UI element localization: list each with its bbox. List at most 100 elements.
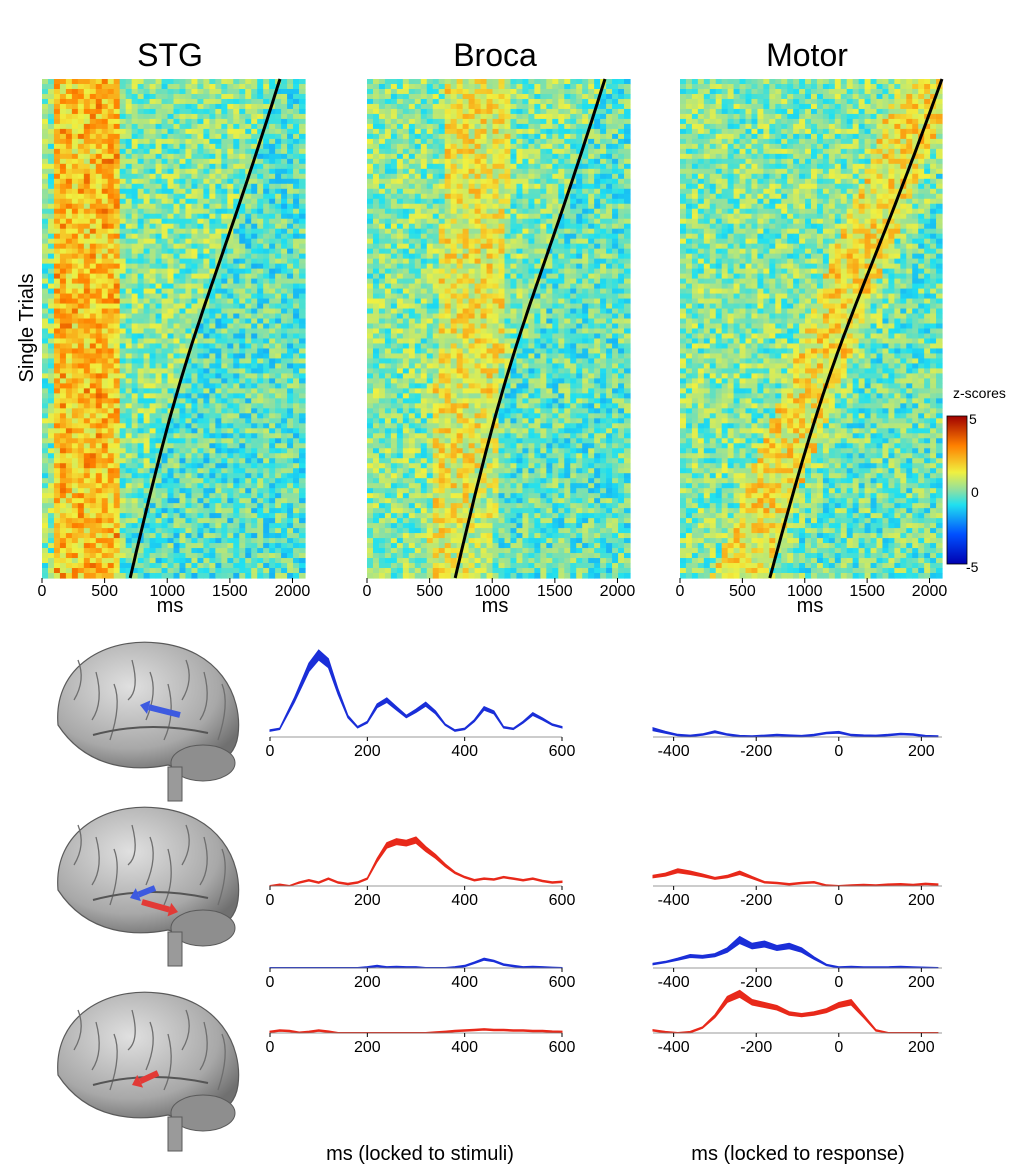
- heatmap-cell: [287, 348, 294, 355]
- heatmap-cell: [233, 223, 240, 230]
- heatmap-cell: [65, 353, 73, 360]
- heatmap-cell: [137, 543, 145, 549]
- heatmap-cell: [624, 83, 631, 90]
- heatmap-cell: [299, 313, 306, 320]
- heatmap-cell: [582, 128, 589, 135]
- heatmap-cell: [119, 473, 127, 479]
- heatmap-cell: [131, 533, 139, 539]
- heatmap-cell: [131, 408, 139, 414]
- heatmap-cell: [492, 83, 500, 90]
- heatmap-cell: [215, 243, 222, 250]
- heatmap-cell: [269, 368, 276, 375]
- heatmap-cell: [227, 313, 234, 320]
- heatmap-cell: [588, 138, 595, 145]
- heatmap-cell: [468, 108, 476, 115]
- heatmap-cell: [203, 88, 210, 95]
- heatmap-cell: [113, 488, 121, 494]
- heatmap-cell: [450, 138, 458, 145]
- heatmap-cell: [281, 328, 288, 335]
- heatmap-cell: [245, 128, 252, 135]
- heatmap-cell: [149, 358, 157, 365]
- heatmap-cell: [161, 443, 169, 449]
- heatmap-cell: [47, 323, 55, 330]
- heatmap-cell: [269, 218, 276, 225]
- heatmap-cell: [42, 98, 49, 105]
- heatmap-cell: [107, 268, 115, 275]
- heatmap-cell: [161, 358, 169, 365]
- heatmap-cell: [299, 188, 306, 195]
- heatmap-cell: [185, 478, 193, 484]
- heatmap-cell: [203, 308, 210, 315]
- heatmap-cell: [107, 108, 115, 115]
- heatmap-cell: [257, 528, 264, 534]
- heatmap-cell: [53, 353, 61, 360]
- heatmap-cell: [251, 263, 258, 270]
- heatmap-cell: [149, 258, 157, 265]
- heatmap-cell: [504, 128, 512, 135]
- heatmap-cell: [149, 418, 157, 424]
- heatmap-cell: [215, 108, 222, 115]
- heatmap-cell: [221, 498, 228, 504]
- heatmap-cell: [287, 233, 294, 240]
- heatmap-cell: [101, 423, 109, 429]
- heatmap-cell: [107, 143, 115, 150]
- heatmap-cell: [42, 358, 49, 365]
- heatmap-cell: [143, 158, 151, 165]
- heatmap-cell: [155, 243, 163, 250]
- heatmap-cell: [221, 383, 228, 389]
- heatmap-cell: [209, 273, 216, 280]
- heatmap-cell: [173, 558, 181, 564]
- heatmap-cell: [47, 563, 55, 569]
- heatmap-cell: [161, 373, 169, 379]
- heatmap-cell: [203, 348, 210, 355]
- heatmap-cell: [185, 228, 193, 235]
- heatmap-cell: [53, 328, 61, 335]
- heatmap-cell: [263, 153, 270, 160]
- heatmap-cell: [227, 528, 234, 534]
- heatmap-cell: [101, 353, 109, 360]
- heatmap-cell: [173, 108, 181, 115]
- heatmap-cell: [137, 433, 145, 439]
- heatmap-cell: [83, 103, 91, 110]
- heatmap-cell: [77, 153, 85, 160]
- heatmap-cell: [101, 538, 109, 544]
- heatmap-cell: [65, 278, 73, 285]
- heatmap-cell: [287, 548, 294, 554]
- heatmap-cell: [173, 478, 181, 484]
- heatmap-cell: [239, 148, 246, 155]
- heatmap-cell: [131, 418, 139, 424]
- heatmap-cell: [77, 403, 85, 409]
- heatmap-cell: [155, 143, 163, 150]
- heatmap-cell: [426, 93, 434, 100]
- heatmap-cell: [47, 128, 55, 135]
- heatmap-cell: [257, 158, 264, 165]
- heatmap-cell: [438, 88, 446, 95]
- heatmap-cell: [179, 218, 187, 225]
- heatmap-cell: [95, 473, 103, 479]
- heatmap-cell: [59, 453, 67, 459]
- heatmap-cell: [396, 83, 404, 90]
- heatmap-cell: [203, 193, 210, 200]
- heatmap-cell: [125, 458, 133, 464]
- heatmap-cell: [137, 168, 145, 175]
- heatmap-cell: [402, 128, 410, 135]
- heatmap-cell: [185, 273, 193, 280]
- heatmap-cell: [83, 508, 91, 514]
- heatmap-cell: [191, 378, 199, 384]
- heatmap-cell: [215, 448, 222, 454]
- heatmap-cell: [245, 303, 252, 310]
- heatmap-cell: [47, 263, 55, 270]
- heatmap-cell: [167, 203, 175, 210]
- heatmap-cell: [53, 413, 61, 419]
- heatmap-cell: [47, 333, 55, 340]
- heatmap-cell: [42, 128, 49, 135]
- heatmap-cell: [83, 183, 91, 190]
- heatmap-cell: [390, 138, 398, 145]
- heatmap-cell: [576, 118, 583, 125]
- heatmap-cell: [119, 493, 127, 499]
- heatmap-cell: [209, 528, 216, 534]
- heatmap-cell: [143, 218, 151, 225]
- heatmap-cell: [269, 428, 276, 434]
- heatmap-cell: [113, 478, 121, 484]
- heatmap-cell: [167, 558, 175, 564]
